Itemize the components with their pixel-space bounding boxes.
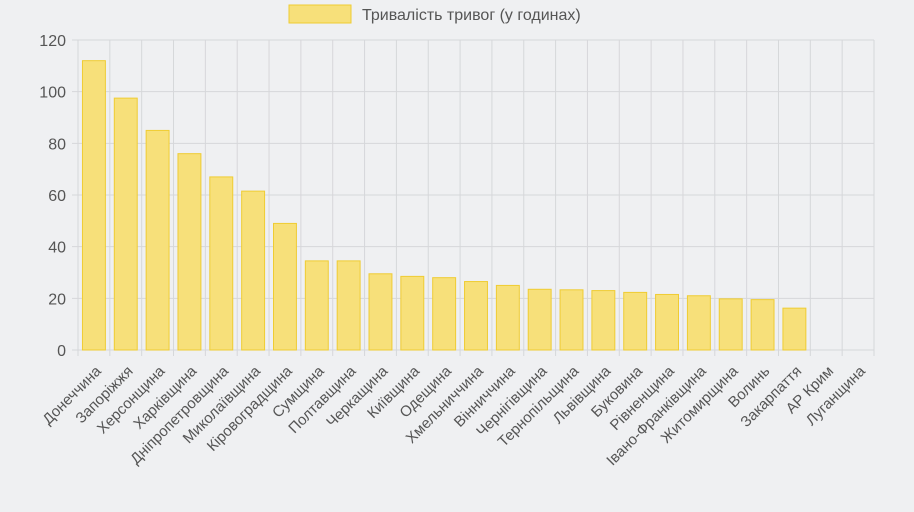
bar[interactable] [432,277,457,351]
bar[interactable] [304,260,329,351]
bar[interactable] [750,299,775,351]
bar[interactable] [177,153,202,351]
bar[interactable] [559,289,584,351]
bar[interactable] [718,298,743,351]
legend[interactable]: Тривалість тривог (у годинах) [288,4,581,24]
bars [81,60,807,351]
legend-label: Тривалість тривог (у годинах) [362,7,581,24]
y-tick-label: 0 [57,343,66,360]
legend-swatch [288,4,352,24]
bar[interactable] [368,273,393,351]
y-tick-label: 100 [39,85,66,102]
bar[interactable] [145,129,170,351]
y-axis-ticks: 0 20 40 60 80 100 120 [39,33,66,360]
y-tick-label: 20 [48,291,66,308]
bar[interactable] [655,293,680,351]
grid [72,39,875,356]
bar[interactable] [209,176,234,351]
bar[interactable] [336,260,361,351]
bar[interactable] [782,307,807,351]
bar[interactable] [241,190,266,351]
bar[interactable] [623,291,648,351]
y-tick-label: 60 [48,188,66,205]
bar[interactable] [464,281,488,351]
x-axis-labels: ДонеччинаЗапоріжжяХерсонщинаХарківщинаДн… [39,362,869,469]
y-tick-label: 40 [48,240,66,257]
y-tick-label: 120 [39,33,66,50]
bar[interactable] [113,97,138,351]
bar[interactable] [686,295,711,351]
bar[interactable] [495,284,520,351]
bar[interactable] [527,288,552,351]
bar[interactable] [400,275,425,351]
bar[interactable] [272,222,297,351]
bar[interactable] [81,60,106,351]
bar[interactable] [591,290,616,351]
y-tick-label: 80 [48,136,66,153]
